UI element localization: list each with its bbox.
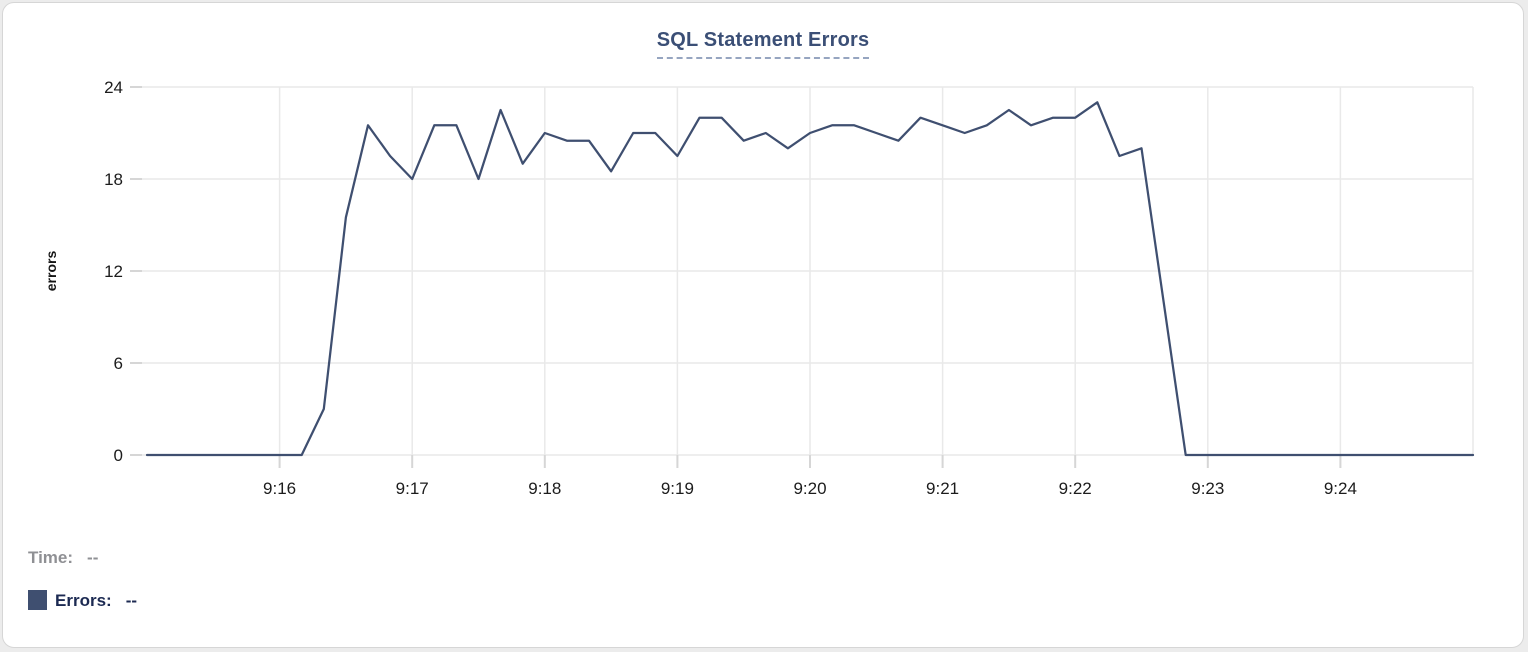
chart-title[interactable]: SQL Statement Errors: [656, 29, 870, 59]
chart-header: SQL Statement Errors: [3, 29, 1523, 59]
x-tick-label: 9:21: [926, 479, 959, 498]
x-tick-label: 9:24: [1324, 479, 1357, 498]
tooltip-errors-label: Errors:: [55, 591, 112, 610]
y-tick-label: 0: [114, 446, 123, 465]
x-tick-label: 9:20: [793, 479, 826, 498]
tooltip-time-row: Time: --: [28, 548, 98, 568]
x-tick-label: 9:16: [263, 479, 296, 498]
errors-series-line: [145, 101, 1475, 457]
errors-series-swatch: [28, 590, 47, 610]
tooltip-time-value: --: [87, 548, 99, 567]
x-tick-label: 9:19: [661, 479, 694, 498]
line-chart[interactable]: 0 6 12 18 24 9:16 9:17 9:18 9:19 9:20 9:21 9:22 9:23…: [3, 3, 1527, 513]
y-tick-label: 12: [104, 262, 123, 281]
x-tick-label: 9:17: [396, 479, 429, 498]
tooltip-time-label: Time:: [28, 548, 74, 567]
y-tick-label: 24: [104, 78, 123, 97]
tooltip-errors-value: --: [125, 591, 138, 610]
y-tick-label: 18: [104, 170, 123, 189]
x-tick-label: 9:22: [1059, 479, 1092, 498]
y-tick-label: 6: [114, 354, 123, 373]
y-axis-title: errors: [43, 250, 59, 292]
x-tick-label: 9:18: [528, 479, 561, 498]
x-tick-label: 9:23: [1191, 479, 1224, 498]
tooltip-errors-row: Errors: --: [28, 590, 137, 611]
